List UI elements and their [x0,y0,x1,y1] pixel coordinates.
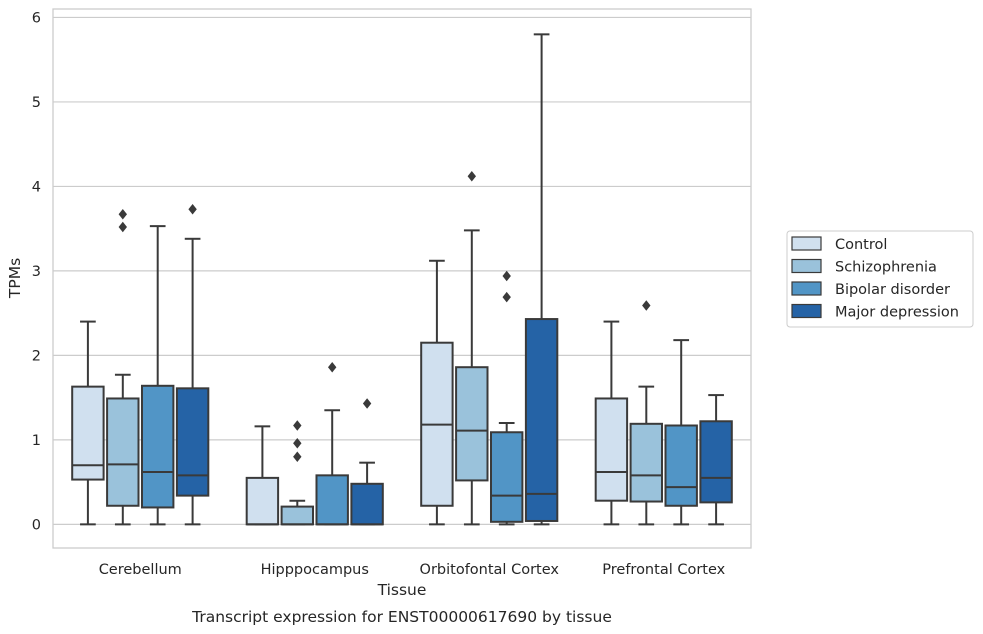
box-1-1 [280,420,315,526]
x-tick-label: Cerebellum [99,562,182,578]
box-iqr [175,387,210,497]
outlier-point [642,300,651,311]
legend-label: Schizophrenia [835,260,937,276]
box-2-1 [455,171,489,526]
box-iqr [455,366,489,482]
box-1-0 [245,425,280,526]
box-0-1 [106,209,140,526]
box-2-0 [420,259,454,526]
box-iqr [489,431,524,523]
box-0-0 [71,320,105,526]
box-iqr [524,318,559,522]
outlier-point [328,361,337,373]
outlier-point [502,291,511,303]
y-tick-label: 3 [32,264,41,280]
outlier-point [188,203,197,215]
plot-frame [52,8,752,549]
box-1-3 [350,398,384,526]
box-iqr [350,482,384,526]
legend: Control Schizophrenia Bipolar disorder Majo… [786,230,974,328]
outlier-point [118,209,127,220]
y-tick-label: 1 [32,433,41,449]
outlier-point [362,398,372,409]
outlier-point [293,451,302,463]
box-iqr [280,505,315,526]
boxes [71,33,733,526]
box-2-3 [524,33,559,526]
legend-label: Bipolar disorder [835,282,950,298]
x-tick-label: Hipppocampus [261,562,369,578]
legend-frame [786,230,974,328]
x-tick-labels: Cerebellum Hipppocampus Orbitofontal Corte… [99,562,726,578]
x-tick-label: Prefrontal Cortex [602,562,725,578]
box-iqr [106,397,140,507]
outlier-point [118,221,127,233]
box-iqr [594,397,629,502]
y-tick-label: 4 [32,179,41,195]
y-axis-label: TPMs [6,258,24,299]
legend-swatch [791,258,822,274]
box-iqr [245,476,280,526]
outlier-point [293,420,302,431]
outlier-point [502,270,511,282]
box-1-2 [315,361,349,526]
box-iqr [664,424,698,507]
box-iqr [699,420,733,504]
legend-label: Major depression [835,305,959,321]
box-0-3 [175,203,210,526]
box-iqr [315,474,349,526]
outlier-point [467,171,476,182]
legend-label: Control [835,237,887,253]
box-iqr [629,422,664,503]
y-tick-labels: 0 1 2 3 4 5 6 [32,10,41,533]
box-3-3 [699,394,733,526]
legend-swatch [791,281,822,296]
box-2-2 [489,270,524,526]
y-tick-label: 5 [32,95,41,111]
box-0-2 [140,225,175,526]
legend-swatch [791,236,822,251]
outlier-point [293,437,302,449]
chart-caption: Transcript expression for ENST0000061769… [191,608,612,626]
legend-swatch [791,303,822,319]
box-iqr [140,384,175,509]
y-tick-label: 0 [32,517,41,533]
box-iqr [71,385,105,481]
x-tick-label: Orbitofontal Cortex [420,562,560,578]
box-3-1 [629,300,664,526]
y-tick-label: 6 [32,10,41,26]
box-3-0 [594,320,629,526]
box-3-2 [664,339,698,526]
x-axis-label: Tissue [377,581,427,599]
y-tick-label: 2 [32,348,41,364]
